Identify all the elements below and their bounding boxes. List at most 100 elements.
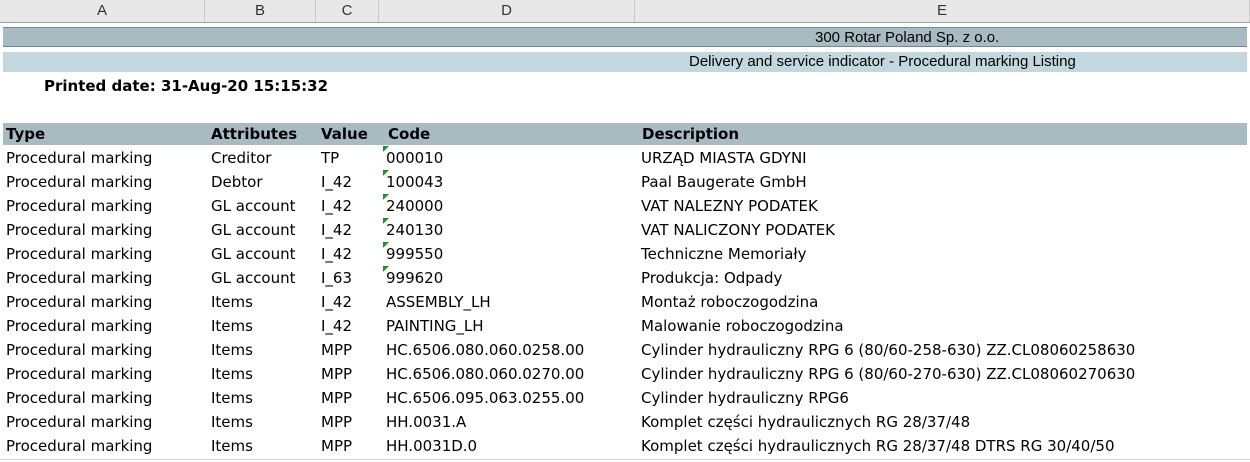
header-value: Value <box>321 125 368 143</box>
cell-value[interactable]: TP <box>321 149 340 167</box>
cell-type[interactable]: Procedural marking <box>6 365 153 383</box>
cell-attributes[interactable]: Items <box>211 389 253 407</box>
cell-attributes[interactable]: GL account <box>211 197 296 215</box>
cell-attributes[interactable]: Items <box>211 293 253 311</box>
table-row[interactable]: Procedural marking Items MPP HH.0031D.0 … <box>0 434 1250 458</box>
text-number-flag-icon <box>383 266 389 272</box>
cell-value[interactable]: I_42 <box>321 173 353 191</box>
cell-attributes[interactable]: Items <box>211 413 253 431</box>
cell-code[interactable]: 000010 <box>386 149 444 167</box>
cell-value[interactable]: MPP <box>321 341 353 359</box>
cell-value[interactable]: I_42 <box>321 293 353 311</box>
cell-code[interactable]: 240130 <box>386 221 444 239</box>
company-band: 300 Rotar Poland Sp. z o.o. <box>3 27 1247 47</box>
table-row[interactable]: Procedural marking Items MPP HH.0031.A K… <box>0 410 1250 434</box>
cell-type[interactable]: Procedural marking <box>6 341 153 359</box>
header-description: Description <box>642 125 740 143</box>
column-header-bar: A B C D E <box>0 0 1250 23</box>
cell-type[interactable]: Procedural marking <box>6 221 153 239</box>
cell-description[interactable]: VAT NALEZNY PODATEK <box>641 197 818 215</box>
cell-value[interactable]: MPP <box>321 437 353 455</box>
cell-value[interactable]: I_42 <box>321 317 353 335</box>
cell-attributes[interactable]: GL account <box>211 221 296 239</box>
cell-attributes[interactable]: Items <box>211 365 253 383</box>
cell-attributes[interactable]: Items <box>211 437 253 455</box>
table-row[interactable]: Procedural marking GL account I_42 24000… <box>0 194 1250 218</box>
header-code: Code <box>388 125 431 143</box>
cell-type[interactable]: Procedural marking <box>6 413 153 431</box>
cell-code[interactable]: ASSEMBLY_LH <box>386 293 491 311</box>
cell-description[interactable]: Komplet części hydraulicznych RG 28/37/4… <box>641 413 971 431</box>
text-number-flag-icon <box>383 194 389 200</box>
cell-value[interactable]: MPP <box>321 389 353 407</box>
cell-description[interactable]: Komplet części hydraulicznych RG 28/37/4… <box>641 437 1115 455</box>
column-header-e[interactable]: E <box>635 0 1250 22</box>
text-number-flag-icon <box>383 146 389 152</box>
cell-attributes[interactable]: Items <box>211 341 253 359</box>
cell-code[interactable]: HC.6506.080.060.0258.00 <box>386 341 585 359</box>
cell-attributes[interactable]: Items <box>211 317 253 335</box>
table-row[interactable]: Procedural marking Items MPP HC.6506.080… <box>0 362 1250 386</box>
cell-description[interactable]: Paal Baugerate GmbH <box>641 173 807 191</box>
sheet-bottom-border <box>0 459 1250 460</box>
table-row[interactable]: Procedural marking GL account I_42 99955… <box>0 242 1250 266</box>
table-row[interactable]: Procedural marking Items MPP HC.6506.095… <box>0 386 1250 410</box>
cell-description[interactable]: Cylinder hydrauliczny RPG 6 (80/60-270-6… <box>641 365 1136 383</box>
cell-code[interactable]: 100043 <box>386 173 444 191</box>
cell-description[interactable]: Produkcja: Odpady <box>641 269 783 287</box>
cell-code[interactable]: HC.6506.095.063.0255.00 <box>386 389 585 407</box>
cell-description[interactable]: VAT NALICZONY PODATEK <box>641 221 836 239</box>
cell-code[interactable]: HH.0031.A <box>386 413 467 431</box>
cell-code[interactable]: 240000 <box>386 197 444 215</box>
cell-attributes[interactable]: GL account <box>211 245 296 263</box>
cell-type[interactable]: Procedural marking <box>6 197 153 215</box>
cell-description[interactable]: Techniczne Memoriały <box>641 245 807 263</box>
cell-code[interactable]: HC.6506.080.060.0270.00 <box>386 365 585 383</box>
cell-type[interactable]: Procedural marking <box>6 149 153 167</box>
report-title: Delivery and service indicator - Procedu… <box>689 53 1076 70</box>
cell-type[interactable]: Procedural marking <box>6 245 153 263</box>
table-header: Type Attributes Value Code Description <box>3 123 1247 145</box>
table-row[interactable]: Procedural marking GL account I_63 99962… <box>0 266 1250 290</box>
cell-code[interactable]: 999550 <box>386 245 444 263</box>
table-row[interactable]: Procedural marking Items I_42 ASSEMBLY_L… <box>0 290 1250 314</box>
cell-description[interactable]: Montaż roboczogodzina <box>641 293 819 311</box>
cell-type[interactable]: Procedural marking <box>6 293 153 311</box>
cell-value[interactable]: I_63 <box>321 269 353 287</box>
cell-type[interactable]: Procedural marking <box>6 437 153 455</box>
cell-value[interactable]: I_42 <box>321 221 353 239</box>
cell-attributes[interactable]: GL account <box>211 269 296 287</box>
column-header-d[interactable]: D <box>379 0 635 22</box>
table-row[interactable]: Procedural marking Debtor I_42 100043 Pa… <box>0 170 1250 194</box>
cell-value[interactable]: I_42 <box>321 197 353 215</box>
text-number-flag-icon <box>383 170 389 176</box>
column-header-c[interactable]: C <box>316 0 379 22</box>
cell-attributes[interactable]: Debtor <box>211 173 263 191</box>
cell-type[interactable]: Procedural marking <box>6 317 153 335</box>
table-row[interactable]: Procedural marking Creditor TP 000010 UR… <box>0 146 1250 170</box>
column-header-b[interactable]: B <box>205 0 316 22</box>
cell-code[interactable]: HH.0031D.0 <box>386 437 478 455</box>
cell-code[interactable]: PAINTING_LH <box>386 317 484 335</box>
cell-description[interactable]: Malowanie roboczogodzina <box>641 317 844 335</box>
cell-description[interactable]: URZĄD MIASTA GDYNI <box>641 149 807 167</box>
table-row[interactable]: Procedural marking Items I_42 PAINTING_L… <box>0 314 1250 338</box>
table-row[interactable]: Procedural marking Items MPP HC.6506.080… <box>0 338 1250 362</box>
cell-type[interactable]: Procedural marking <box>6 389 153 407</box>
text-number-flag-icon <box>383 242 389 248</box>
cell-code[interactable]: 999620 <box>386 269 444 287</box>
cell-value[interactable]: I_42 <box>321 245 353 263</box>
cell-type[interactable]: Procedural marking <box>6 269 153 287</box>
printed-date: Printed date: 31-Aug-20 15:15:32 <box>44 77 329 95</box>
column-header-a[interactable]: A <box>0 0 205 22</box>
cell-attributes[interactable]: Creditor <box>211 149 272 167</box>
cell-type[interactable]: Procedural marking <box>6 173 153 191</box>
table-row[interactable]: Procedural marking GL account I_42 24013… <box>0 218 1250 242</box>
cell-description[interactable]: Cylinder hydrauliczny RPG6 <box>641 389 849 407</box>
cell-description[interactable]: Cylinder hydrauliczny RPG 6 (80/60-258-6… <box>641 341 1136 359</box>
cell-value[interactable]: MPP <box>321 413 353 431</box>
header-type: Type <box>6 125 46 143</box>
cell-value[interactable]: MPP <box>321 365 353 383</box>
text-number-flag-icon <box>383 218 389 224</box>
table-body: Procedural marking Creditor TP 000010 UR… <box>0 146 1250 458</box>
